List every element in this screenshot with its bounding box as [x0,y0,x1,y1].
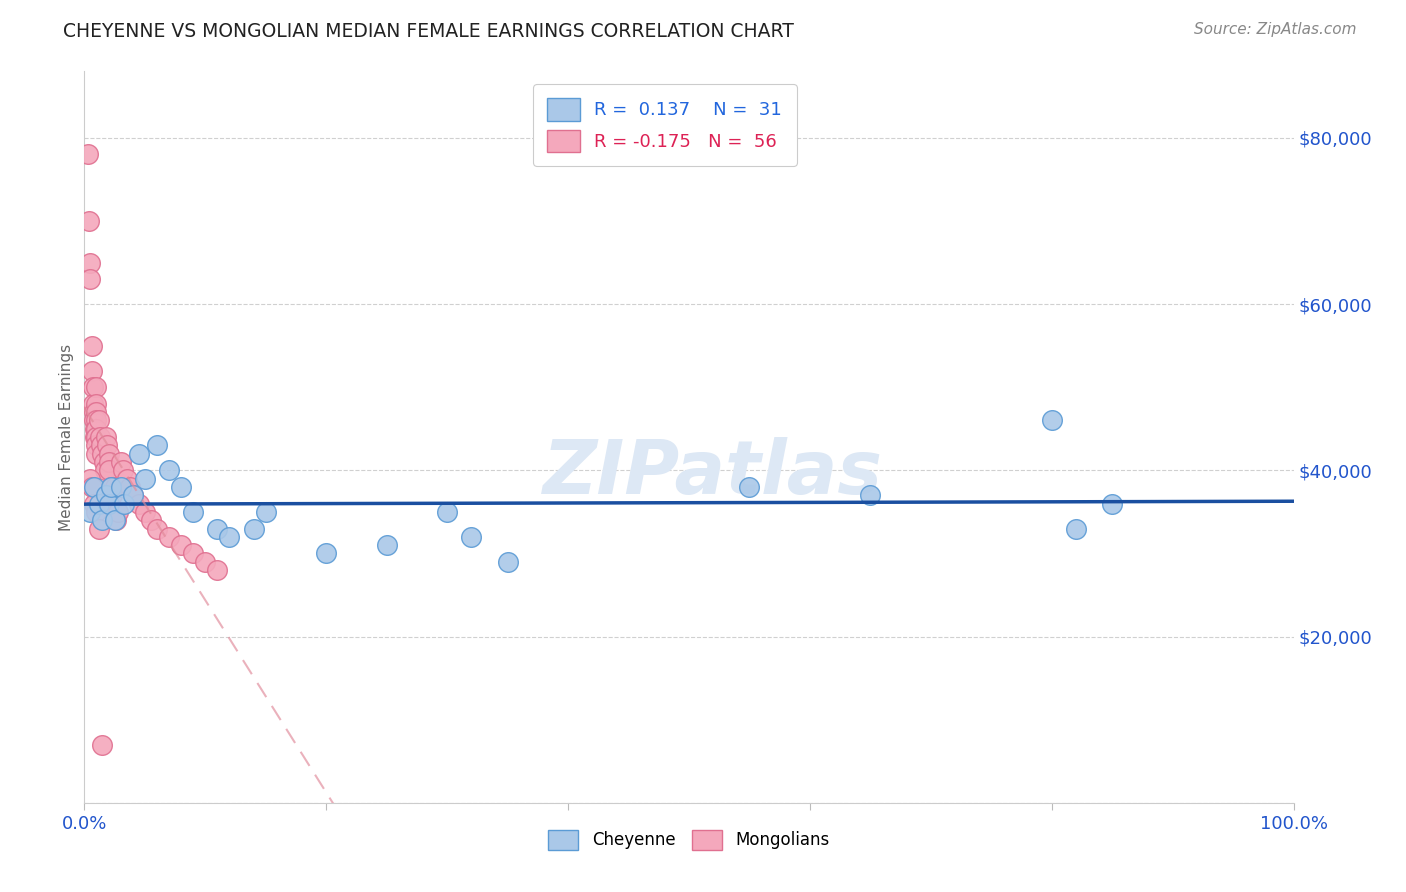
Point [134,472,156,486]
Point [93,455,115,469]
Point [139,513,162,527]
Point [738,480,761,494]
Point [96,438,118,452]
Point [80,338,103,352]
Point [134,505,156,519]
Point [242,521,264,535]
Point [1101,497,1123,511]
Point [97,463,120,477]
Point [82,380,104,394]
Point [86,430,108,444]
Point [157,530,180,544]
Text: ZIPatlas: ZIPatlas [543,437,883,510]
Point [91,513,114,527]
Point [170,538,193,552]
Point [79,255,101,269]
Point [97,447,120,461]
Point [460,530,482,544]
Point [86,397,108,411]
Point [94,488,117,502]
Point [91,447,114,461]
Point [100,480,122,494]
Point [181,505,204,519]
Point [100,480,122,494]
Point [107,505,129,519]
Point [79,272,101,286]
Point [110,480,132,494]
Point [84,430,107,444]
Point [110,455,132,469]
Point [86,405,108,419]
Point [90,438,112,452]
Point [87,497,110,511]
Point [146,438,169,452]
Point [77,147,100,161]
Point [87,521,110,535]
Point [80,363,103,377]
Point [91,738,114,752]
Point [121,488,143,502]
Point [97,455,120,469]
Point [86,422,108,436]
Point [104,513,127,527]
Point [115,472,138,486]
Point [83,405,105,419]
Point [104,480,127,494]
Point [80,480,103,494]
Point [83,413,105,427]
Point [89,430,111,444]
Point [83,480,105,494]
Point [496,555,519,569]
Point [112,463,135,477]
Text: Source: ZipAtlas.com: Source: ZipAtlas.com [1194,22,1357,37]
Point [181,546,204,560]
Point [436,505,458,519]
Legend: Cheyenne, Mongolians: Cheyenne, Mongolians [541,823,837,856]
Point [86,447,108,461]
Point [157,463,180,477]
Point [254,505,277,519]
Point [218,530,240,544]
Point [86,413,108,427]
Point [315,546,337,560]
Point [86,505,108,519]
Point [128,447,150,461]
Point [79,472,101,486]
Y-axis label: Median Female Earnings: Median Female Earnings [59,343,75,531]
Point [207,521,229,535]
Point [79,505,101,519]
Text: CHEYENNE VS MONGOLIAN MEDIAN FEMALE EARNINGS CORRELATION CHART: CHEYENNE VS MONGOLIAN MEDIAN FEMALE EARN… [63,22,794,41]
Point [86,380,108,394]
Point [77,214,100,228]
Point [86,438,108,452]
Point [146,521,169,535]
Point [84,422,107,436]
Point [94,430,117,444]
Point [170,480,193,494]
Point [104,513,127,527]
Point [97,497,120,511]
Point [207,563,229,577]
Point [1040,413,1063,427]
Point [859,488,882,502]
Point [101,488,124,502]
Point [87,413,110,427]
Point [121,488,143,502]
Point [82,397,104,411]
Point [128,497,150,511]
Point [94,463,117,477]
Point [112,497,135,511]
Point [194,555,217,569]
Point [1064,521,1087,535]
Point [375,538,398,552]
Point [120,480,142,494]
Point [83,497,105,511]
